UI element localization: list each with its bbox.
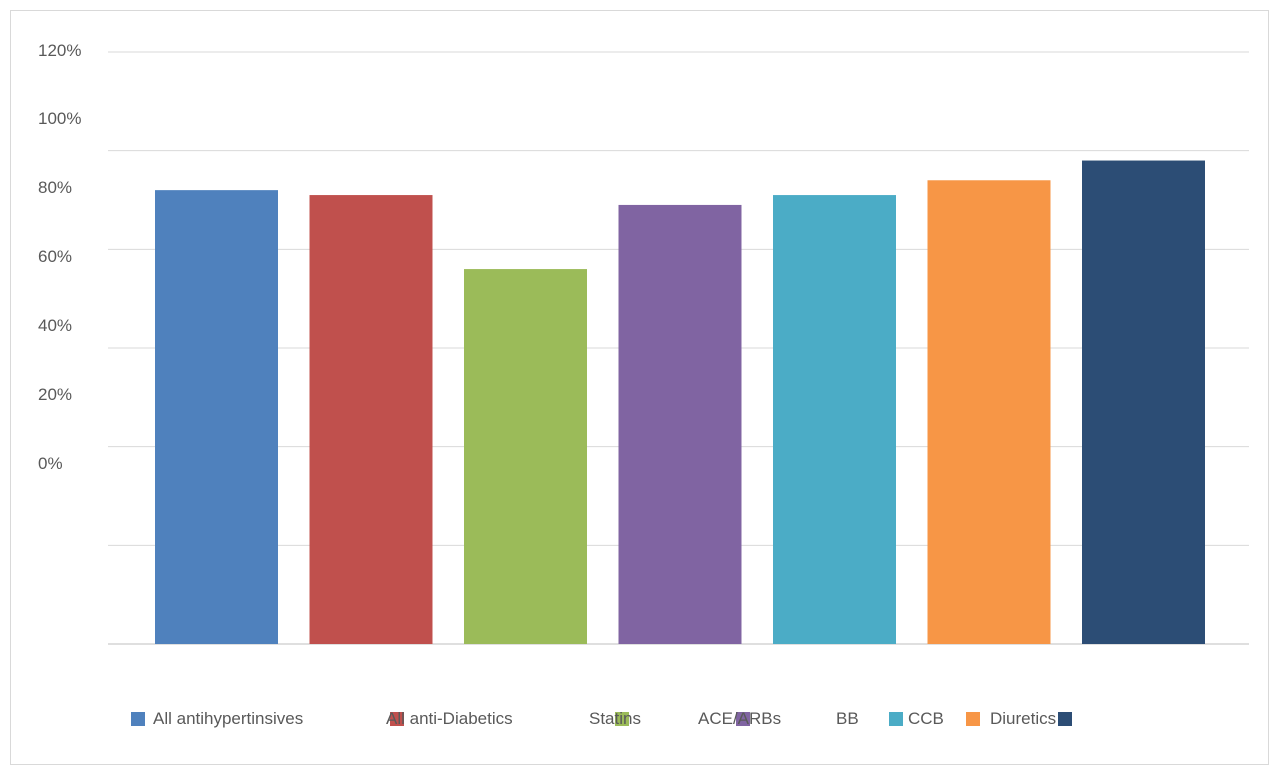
y-tick-label: 0%: [38, 454, 63, 473]
bar: [155, 190, 278, 644]
legend-marker: [736, 712, 750, 726]
legend: All antihypertinsives All anti-Diabetics S…: [131, 709, 1072, 728]
legend-marker: [131, 712, 145, 726]
legend-marker: [1058, 712, 1072, 726]
bar: [1082, 160, 1205, 645]
legend-marker: [889, 712, 903, 726]
legend-label: Diuretics: [990, 709, 1056, 728]
y-tick-label: 40%: [38, 316, 72, 335]
y-tick-label: 60%: [38, 247, 72, 266]
legend-marker: [966, 712, 980, 726]
y-tick-label: 120%: [38, 41, 81, 60]
legend-label: CCB: [908, 709, 944, 728]
legend-label: Statins: [589, 709, 641, 728]
y-axis-tick-labels: 120% 100% 80% 60% 40% 20% 0%: [38, 41, 81, 473]
legend-marker: [615, 712, 629, 726]
bar: [464, 269, 587, 644]
y-tick-label: 100%: [38, 109, 81, 128]
y-tick-label: 20%: [38, 385, 72, 404]
y-tick-label: 80%: [38, 178, 72, 197]
bars: [155, 160, 1205, 645]
legend-marker: [390, 712, 404, 726]
bar: [618, 204, 742, 644]
legend-label: ACE/ARBs: [698, 709, 781, 728]
legend-label: BB: [836, 709, 859, 728]
bar: [773, 195, 896, 645]
legend-label: All antihypertinsives: [153, 709, 303, 728]
bar: [927, 180, 1051, 644]
bar: [309, 195, 433, 645]
legend-label: All anti-Diabetics: [386, 709, 513, 728]
